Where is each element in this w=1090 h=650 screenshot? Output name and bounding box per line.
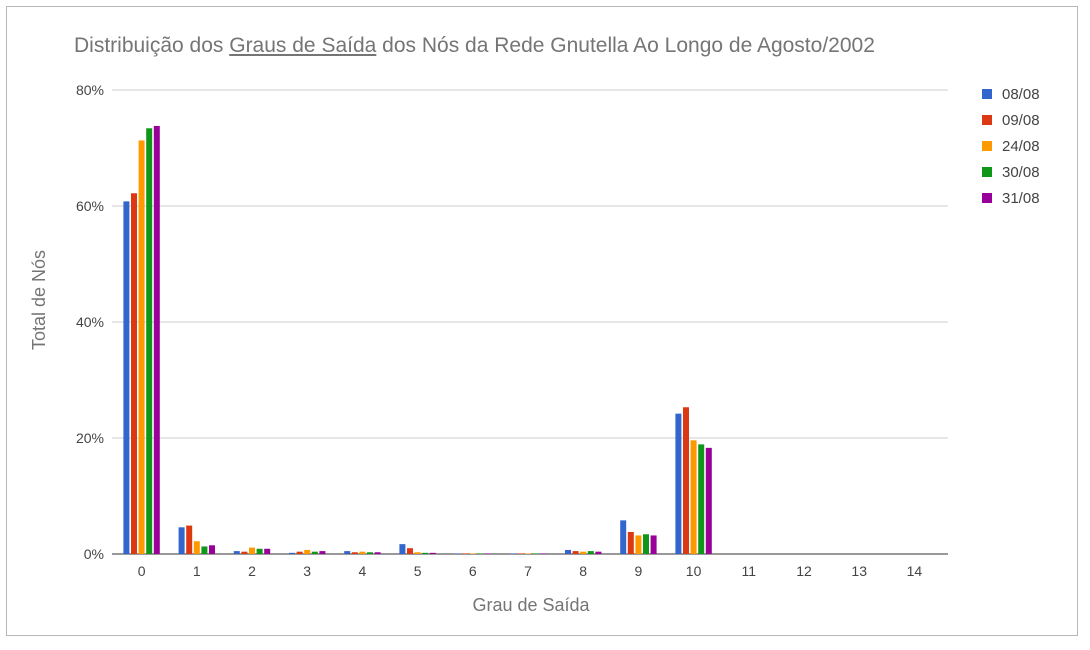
x-tick-label: 7 xyxy=(524,563,532,579)
chart-title-underlined: Graus de Saída xyxy=(229,34,377,57)
bar xyxy=(289,552,295,554)
bar xyxy=(620,520,627,554)
bar xyxy=(705,447,712,554)
x-tick-label: 1 xyxy=(193,563,201,579)
bar xyxy=(241,551,248,554)
bar xyxy=(517,553,524,554)
bar xyxy=(675,413,682,554)
bar xyxy=(256,548,263,554)
bar xyxy=(153,125,160,555)
bar xyxy=(296,551,303,554)
bar xyxy=(422,552,429,554)
chart-title-suffix: dos Nós da Rede Gnutella Ao Longo de Ago… xyxy=(376,34,875,57)
bar xyxy=(367,552,373,554)
legend-swatch xyxy=(982,167,992,177)
y-tick-label: 80% xyxy=(76,82,104,98)
bar xyxy=(359,551,366,554)
bar xyxy=(351,552,358,554)
bar xyxy=(635,535,642,554)
x-tick-label: 14 xyxy=(907,563,923,579)
bar xyxy=(462,553,469,554)
legend-swatch xyxy=(982,141,992,151)
y-tick-label: 40% xyxy=(76,314,104,330)
bar xyxy=(540,553,547,554)
bar xyxy=(178,527,185,554)
bar xyxy=(469,553,476,554)
legend-item: 09/08 xyxy=(982,107,1040,133)
bar xyxy=(650,535,657,554)
legend-item: 30/08 xyxy=(982,159,1040,185)
legend-swatch xyxy=(982,89,992,99)
x-axis-title: Grau de Saída xyxy=(472,595,590,615)
bar xyxy=(186,525,193,554)
chart-frame xyxy=(6,6,1078,636)
x-tick-label: 8 xyxy=(579,563,587,579)
bar xyxy=(374,552,381,554)
bar xyxy=(698,444,705,554)
bar xyxy=(138,140,145,554)
bar xyxy=(595,551,602,554)
chart-title-prefix: Distribuição dos xyxy=(74,34,230,57)
legend-item: 31/08 xyxy=(982,185,1040,211)
y-tick-label: 60% xyxy=(76,198,104,214)
bar xyxy=(414,552,421,554)
bar xyxy=(123,201,130,555)
x-tick-label: 12 xyxy=(796,563,812,579)
x-tick-label: 11 xyxy=(742,563,757,579)
bar xyxy=(454,553,461,554)
x-tick-label: 6 xyxy=(469,563,477,579)
legend-label: 08/08 xyxy=(1002,85,1040,103)
x-tick-label: 3 xyxy=(303,563,311,579)
x-tick-label: 5 xyxy=(414,563,422,579)
legend-swatch xyxy=(982,193,992,203)
bar xyxy=(485,553,491,554)
x-tick-label: 4 xyxy=(359,563,367,579)
bar xyxy=(344,551,351,554)
bar xyxy=(477,553,484,554)
bar xyxy=(407,548,413,554)
legend-label: 09/08 xyxy=(1002,111,1040,129)
x-tick-label: 0 xyxy=(138,563,146,579)
y-axis-title: Total de Nós xyxy=(29,250,49,350)
bar xyxy=(264,548,271,554)
legend-item: 24/08 xyxy=(982,133,1040,159)
bar xyxy=(429,552,436,554)
bar xyxy=(399,544,406,554)
bar xyxy=(311,551,318,554)
bar xyxy=(319,551,326,554)
x-tick-label: 2 xyxy=(248,563,256,579)
bar xyxy=(572,551,579,554)
bar xyxy=(131,193,137,555)
bar xyxy=(643,534,649,554)
legend-item: 08/08 xyxy=(982,81,1040,107)
legend-label: 24/08 xyxy=(1002,137,1040,155)
bar xyxy=(525,553,531,554)
chart-legend: 08/08 09/08 24/08 30/08 31/08 xyxy=(982,81,1040,211)
x-tick-label: 10 xyxy=(686,563,702,579)
chart-title: Distribuição dos Graus de Saída dos Nós … xyxy=(74,34,875,58)
bar xyxy=(627,531,634,554)
legend-label: 30/08 xyxy=(1002,163,1040,181)
bar xyxy=(587,551,594,554)
bar xyxy=(233,551,240,554)
bar xyxy=(209,545,215,554)
bar xyxy=(683,407,689,554)
legend-label: 31/08 xyxy=(1002,189,1040,207)
bar xyxy=(580,551,587,554)
bar xyxy=(565,549,571,554)
bar xyxy=(193,541,200,554)
bar xyxy=(509,553,516,554)
bar xyxy=(532,553,539,554)
y-tick-label: 20% xyxy=(76,430,104,446)
legend-swatch xyxy=(982,115,992,125)
bar xyxy=(304,549,311,554)
bar xyxy=(690,440,697,554)
bar xyxy=(249,547,255,554)
x-tick-label: 9 xyxy=(635,563,643,579)
y-tick-label: 0% xyxy=(84,546,104,562)
bar xyxy=(201,546,208,554)
x-tick-label: 13 xyxy=(851,563,867,579)
bar xyxy=(146,128,153,554)
